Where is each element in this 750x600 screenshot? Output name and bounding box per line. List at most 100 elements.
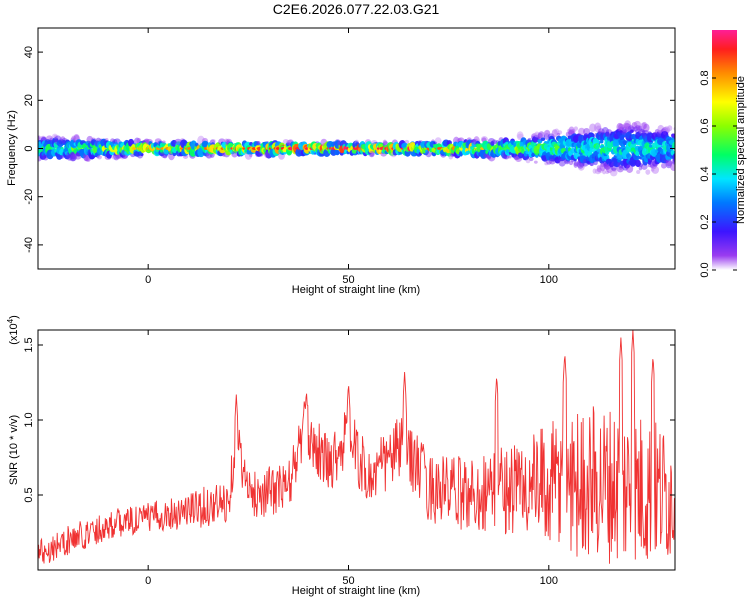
spectrogram-cell — [661, 162, 667, 169]
spectrogram-cell — [540, 137, 546, 142]
colorbar-tick-label: 0.0 — [699, 262, 711, 277]
spectrogram-cell — [603, 155, 608, 161]
spectrogram-cell — [595, 145, 599, 150]
snr-y-axis-label: SNR (10 * v/v) — [8, 415, 20, 485]
spectrogram-cell — [596, 148, 601, 153]
spectrogram-cell — [556, 133, 561, 136]
spectrogram-cell — [588, 132, 595, 138]
spectrogram-cell — [533, 160, 538, 164]
spectrogram-cell — [517, 133, 524, 139]
spectrogram-y-tick-label: -40 — [23, 237, 35, 253]
spectrogram-cell — [527, 137, 532, 143]
spectrogram-panel: 0 50 100 -40 -20 0 20 40 Height of straight li… — [6, 27, 676, 296]
spectrogram-x-axis-label: Height of straight line (km) — [292, 284, 420, 296]
spectrogram-cell — [573, 162, 578, 168]
spectrogram-cell — [630, 129, 634, 133]
spectrogram-x-tick-label: 0 — [145, 274, 151, 286]
spectrogram-x-tick-label: 50 — [342, 274, 354, 286]
spectrogram-cell — [570, 129, 576, 134]
spectrogram-cell — [671, 133, 675, 139]
snr-x-tick-label: 0 — [145, 575, 151, 587]
colorbar: 0.0 0.2 0.4 0.6 0.8 Normalized spectral ampl… — [699, 30, 747, 278]
snr-plot-area — [38, 330, 675, 570]
spectrogram-cell — [525, 150, 530, 155]
snr-line — [38, 330, 675, 564]
spectrogram-cell — [162, 140, 166, 144]
spectrogram-y-axis-label: Frequency (Hz) — [6, 110, 18, 186]
spectrogram-cell — [651, 165, 660, 174]
spectrogram-cell — [425, 150, 432, 158]
spectrogram-cell — [211, 139, 216, 143]
colorbar-label: Normalized spectral amplitude — [735, 76, 747, 224]
spectrogram-cell — [583, 127, 591, 136]
spectrogram-y-tick-label: 40 — [23, 46, 35, 58]
spectrogram-cell — [97, 155, 102, 160]
spectrogram-cell — [434, 137, 442, 145]
spectrogram-cell — [525, 158, 531, 164]
spectrogram-cell — [231, 150, 238, 158]
spectrogram-cell — [635, 150, 640, 157]
spectrogram-cell — [643, 123, 650, 132]
colorbar-ticks: 0.0 0.2 0.4 0.6 0.8 — [699, 70, 737, 278]
spectrogram-cell — [609, 169, 618, 177]
spectrogram-cell — [256, 141, 261, 146]
spectrogram-cells — [38, 120, 675, 177]
spectrogram-cell — [625, 164, 634, 173]
spectrogram-cell — [667, 125, 673, 132]
spectrogram-y-ticks: -40 -20 0 20 40 — [23, 46, 675, 253]
spectrogram-cell — [282, 148, 288, 153]
snr-x-ticks: 0 50 100 — [145, 330, 558, 587]
spectrogram-y-tick-label: 0 — [23, 145, 35, 151]
snr-panel: 0 50 100 0.5 1.0 1.5 Height of straight line… — [6, 315, 676, 597]
colorbar-tick-label: 0.4 — [699, 166, 711, 181]
spectrogram-cell — [311, 150, 316, 155]
colorbar-tick-label: 0.2 — [699, 214, 711, 229]
figure-title: C2E6.2026.077.22.03.G21 — [273, 1, 440, 17]
spectrogram-x-ticks: 0 50 100 — [145, 28, 558, 286]
snr-x-axis-label: Height of straight line (km) — [292, 585, 420, 597]
spectrogram-cell — [531, 153, 535, 157]
spectrogram-cell — [558, 158, 566, 167]
snr-x-tick-label: 50 — [342, 575, 354, 587]
spectrogram-cell — [528, 156, 534, 162]
spectrogram-cell — [335, 149, 340, 156]
spectrogram-cell — [634, 155, 638, 160]
spectrogram-cell — [573, 126, 579, 131]
snr-y-tick-label: 1.5 — [23, 337, 35, 352]
snr-y-multiplier-exp: 4 — [6, 318, 15, 323]
snr-y-ticks: 0.5 1.0 1.5 — [23, 337, 675, 503]
spectrogram-cell — [100, 141, 105, 147]
snr-frame — [37, 329, 676, 571]
spectrogram-cell — [636, 170, 641, 175]
snr-x-tick-label: 100 — [540, 575, 558, 587]
spectrogram-cell — [592, 137, 600, 146]
spectrogram-cell — [369, 150, 375, 157]
snr-y-multiplier: (x104) — [6, 315, 21, 345]
snr-y-tick-label: 1.0 — [23, 412, 35, 427]
spectrogram-cell — [672, 158, 675, 164]
spectrogram-y-tick-label: 20 — [23, 94, 35, 106]
spectrogram-cell — [578, 127, 586, 136]
spectrogram-marks — [38, 120, 675, 177]
spectrogram-x-tick-label: 100 — [540, 274, 558, 286]
spectrogram-cell — [104, 137, 109, 141]
colorbar-tick-label: 0.8 — [699, 70, 711, 85]
spectrogram-cell — [673, 127, 675, 131]
spectrogram-cell — [662, 131, 667, 135]
spectrogram-cell — [543, 130, 551, 136]
spectrogram-cell — [648, 144, 653, 148]
colorbar-gradient — [712, 30, 737, 270]
colorbar-tick-label: 0.6 — [699, 118, 711, 133]
snr-y-tick-label: 0.5 — [23, 487, 35, 502]
spectrogram-cell — [599, 139, 604, 144]
spectrogram-cell — [636, 126, 641, 130]
snr-series-group — [38, 330, 675, 564]
snr-y-multiplier-base: (x10 — [8, 323, 20, 344]
spectrogram-cell — [645, 169, 651, 175]
spectrogram-cell — [507, 155, 512, 159]
spectrogram-cell — [589, 147, 594, 153]
snr-marks — [38, 330, 675, 564]
spectrogram-y-tick-label: -20 — [23, 189, 35, 205]
snr-y-multiplier-close: ) — [8, 315, 20, 319]
